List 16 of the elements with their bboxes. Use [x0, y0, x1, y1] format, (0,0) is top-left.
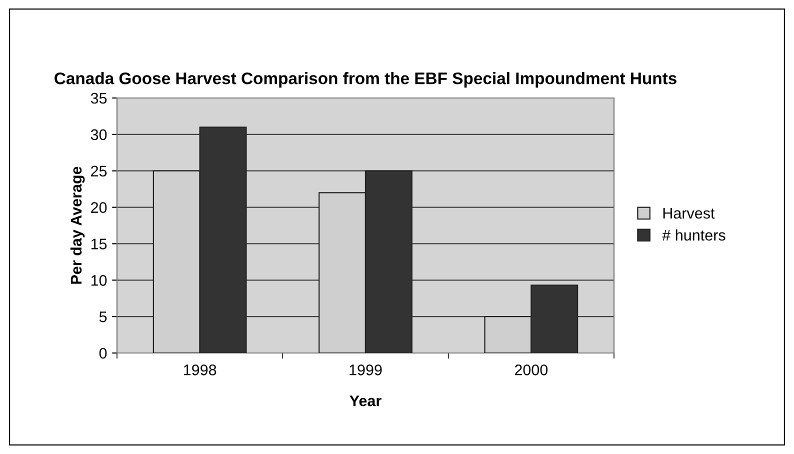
y-tick-label: 10 — [91, 275, 107, 286]
y-tick-label: 30 — [90, 129, 107, 140]
legend-label: Harvest — [663, 208, 715, 219]
y-axis-title: Per day Average — [70, 166, 85, 284]
legend-label: # hunters — [662, 229, 726, 241]
y-tick-label: 5 — [99, 312, 107, 322]
y-tick-label: 35 — [90, 92, 107, 104]
x-axis-title: Year — [350, 396, 382, 406]
y-tick-label: 25 — [91, 166, 107, 177]
y-tick-label: 0 — [99, 348, 107, 359]
chart-title: Canada Goose Harvest Comparison from the EBF Special Impoundment Hunts — [54, 72, 676, 88]
y-tick-label: 20 — [91, 202, 107, 213]
x-tick-label: 2000 — [514, 364, 548, 376]
x-tick-label: 1998 — [184, 364, 216, 376]
y-tick-label: 15 — [91, 238, 107, 250]
x-tick-label: 1999 — [350, 364, 382, 376]
